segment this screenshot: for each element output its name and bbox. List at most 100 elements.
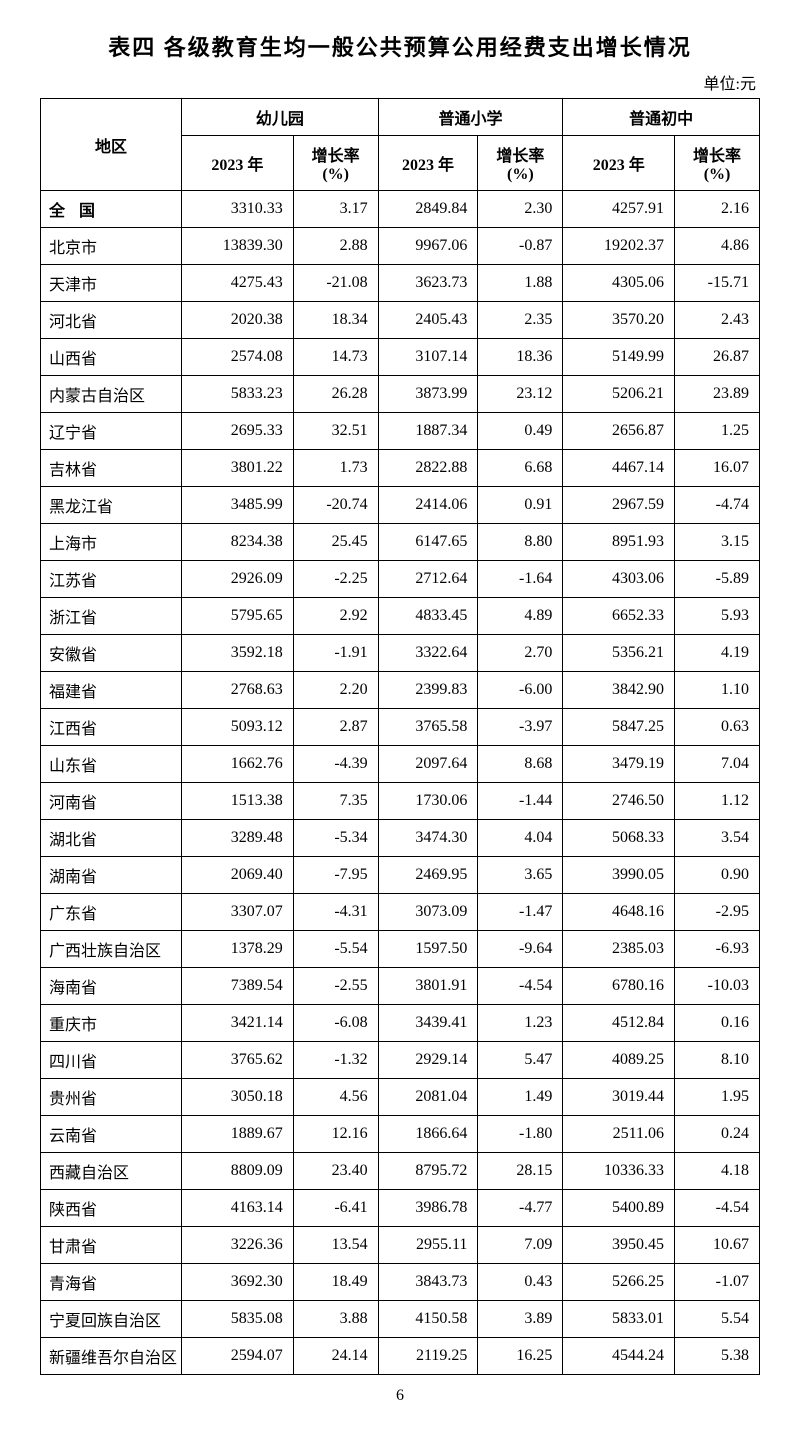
value-cell: 2469.95 <box>378 857 478 894</box>
value-cell: 2929.14 <box>378 1042 478 1079</box>
region-cell: 海南省 <box>41 968 182 1005</box>
table-row: 青海省3692.3018.493843.730.435266.25-1.07 <box>41 1264 760 1301</box>
value-cell: 4163.14 <box>182 1190 294 1227</box>
value-cell: -1.32 <box>293 1042 378 1079</box>
value-cell: 3289.48 <box>182 820 294 857</box>
value-cell: 28.15 <box>478 1153 563 1190</box>
value-cell: 2695.33 <box>182 413 294 450</box>
value-cell: 4.18 <box>675 1153 760 1190</box>
region-cell: 重庆市 <box>41 1005 182 1042</box>
value-cell: 23.89 <box>675 376 760 413</box>
value-cell: -4.39 <box>293 746 378 783</box>
value-cell: 6.68 <box>478 450 563 487</box>
value-cell: 2712.64 <box>378 561 478 598</box>
value-cell: 3873.99 <box>378 376 478 413</box>
value-cell: 6780.16 <box>563 968 675 1005</box>
sub-header-cell: 增长率 (%) <box>478 136 563 191</box>
value-cell: 3801.91 <box>378 968 478 1005</box>
value-cell: 5833.01 <box>563 1301 675 1338</box>
table-row: 浙江省5795.652.924833.454.896652.335.93 <box>41 598 760 635</box>
value-cell: 0.63 <box>675 709 760 746</box>
value-cell: 3050.18 <box>182 1079 294 1116</box>
value-cell: 5068.33 <box>563 820 675 857</box>
value-cell: -10.03 <box>675 968 760 1005</box>
value-cell: -0.87 <box>478 228 563 265</box>
value-cell: 3765.58 <box>378 709 478 746</box>
value-cell: 2119.25 <box>378 1338 478 1375</box>
value-cell: 2020.38 <box>182 302 294 339</box>
value-cell: 4257.91 <box>563 191 675 228</box>
table-row: 福建省2768.632.202399.83-6.003842.901.10 <box>41 672 760 709</box>
value-cell: 8.80 <box>478 524 563 561</box>
value-cell: 1.23 <box>478 1005 563 1042</box>
value-cell: 18.34 <box>293 302 378 339</box>
value-cell: 5795.65 <box>182 598 294 635</box>
table-row: 黑龙江省3485.99-20.742414.060.912967.59-4.74 <box>41 487 760 524</box>
value-cell: -21.08 <box>293 265 378 302</box>
region-cell: 云南省 <box>41 1116 182 1153</box>
value-cell: 3692.30 <box>182 1264 294 1301</box>
region-cell: 河北省 <box>41 302 182 339</box>
value-cell: 2.92 <box>293 598 378 635</box>
region-cell: 吉林省 <box>41 450 182 487</box>
value-cell: 3107.14 <box>378 339 478 376</box>
table-row: 云南省1889.6712.161866.64-1.802511.060.24 <box>41 1116 760 1153</box>
value-cell: -2.95 <box>675 894 760 931</box>
value-cell: 2656.87 <box>563 413 675 450</box>
value-cell: 2405.43 <box>378 302 478 339</box>
region-cell: 湖北省 <box>41 820 182 857</box>
value-cell: 18.36 <box>478 339 563 376</box>
value-cell: -1.07 <box>675 1264 760 1301</box>
value-cell: 0.49 <box>478 413 563 450</box>
value-cell: 26.87 <box>675 339 760 376</box>
table-row: 甘肃省3226.3613.542955.117.093950.4510.67 <box>41 1227 760 1264</box>
value-cell: 1378.29 <box>182 931 294 968</box>
table-row: 西藏自治区8809.0923.408795.7228.1510336.334.1… <box>41 1153 760 1190</box>
value-cell: -15.71 <box>675 265 760 302</box>
value-cell: -1.47 <box>478 894 563 931</box>
table-row: 湖北省3289.48-5.343474.304.045068.333.54 <box>41 820 760 857</box>
region-cell: 西藏自治区 <box>41 1153 182 1190</box>
value-cell: -5.54 <box>293 931 378 968</box>
sub-header-cell: 2023 年 <box>182 136 294 191</box>
value-cell: 4467.14 <box>563 450 675 487</box>
value-cell: 1730.06 <box>378 783 478 820</box>
value-cell: 4512.84 <box>563 1005 675 1042</box>
value-cell: 0.24 <box>675 1116 760 1153</box>
header-region: 地区 <box>41 99 182 191</box>
value-cell: 24.14 <box>293 1338 378 1375</box>
region-cell: 全国 <box>41 191 182 228</box>
table-row: 全国3310.333.172849.842.304257.912.16 <box>41 191 760 228</box>
value-cell: 4089.25 <box>563 1042 675 1079</box>
value-cell: 1.49 <box>478 1079 563 1116</box>
value-cell: 2967.59 <box>563 487 675 524</box>
value-cell: 5356.21 <box>563 635 675 672</box>
value-cell: 5.38 <box>675 1338 760 1375</box>
value-cell: 7.35 <box>293 783 378 820</box>
table-row: 上海市8234.3825.456147.658.808951.933.15 <box>41 524 760 561</box>
value-cell: -1.80 <box>478 1116 563 1153</box>
value-cell: 13.54 <box>293 1227 378 1264</box>
value-cell: 0.91 <box>478 487 563 524</box>
value-cell: 1.10 <box>675 672 760 709</box>
value-cell: 1597.50 <box>378 931 478 968</box>
value-cell: 3842.90 <box>563 672 675 709</box>
value-cell: 4833.45 <box>378 598 478 635</box>
table-row: 海南省7389.54-2.553801.91-4.546780.16-10.03 <box>41 968 760 1005</box>
value-cell: 1.12 <box>675 783 760 820</box>
region-cell: 黑龙江省 <box>41 487 182 524</box>
value-cell: -2.55 <box>293 968 378 1005</box>
region-cell: 广东省 <box>41 894 182 931</box>
value-cell: 2926.09 <box>182 561 294 598</box>
table-row: 北京市13839.302.889967.06-0.8719202.374.86 <box>41 228 760 265</box>
value-cell: 3439.41 <box>378 1005 478 1042</box>
table-header: 地区 幼儿园 普通小学 普通初中 2023 年增长率 (%)2023 年增长率 … <box>41 99 760 191</box>
table-row: 山西省2574.0814.733107.1418.365149.9926.87 <box>41 339 760 376</box>
value-cell: 2069.40 <box>182 857 294 894</box>
value-cell: 3843.73 <box>378 1264 478 1301</box>
value-cell: 26.28 <box>293 376 378 413</box>
value-cell: 5266.25 <box>563 1264 675 1301</box>
value-cell: 12.16 <box>293 1116 378 1153</box>
value-cell: 3.65 <box>478 857 563 894</box>
value-cell: 5833.23 <box>182 376 294 413</box>
